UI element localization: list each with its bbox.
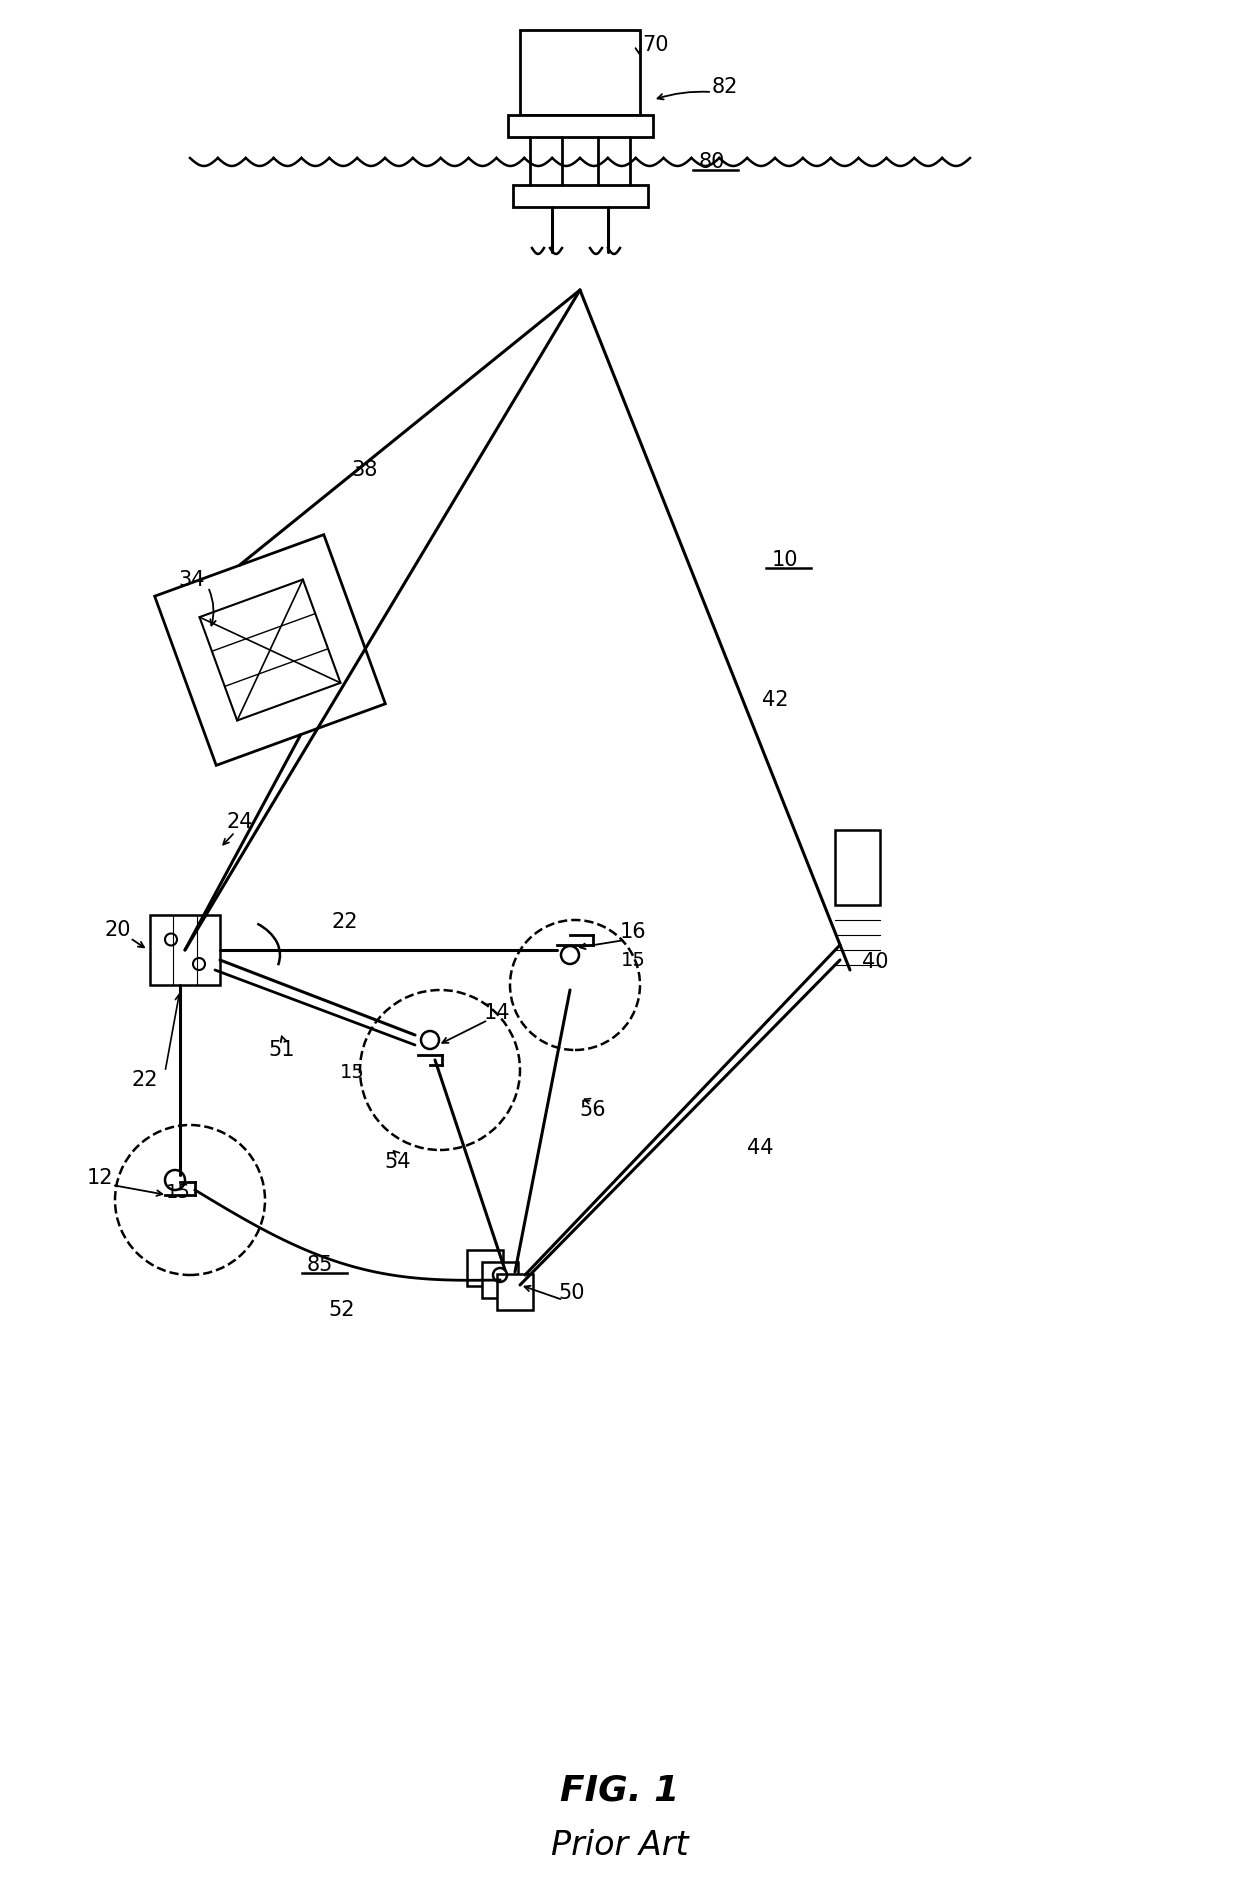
Text: Prior Art: Prior Art xyxy=(552,1829,688,1861)
Text: 85: 85 xyxy=(306,1255,334,1276)
Text: 56: 56 xyxy=(579,1101,606,1120)
Text: 15: 15 xyxy=(620,950,646,970)
Bar xyxy=(150,914,219,985)
Text: 40: 40 xyxy=(862,952,888,971)
Text: 82: 82 xyxy=(712,78,738,97)
Text: 51: 51 xyxy=(269,1040,295,1061)
Polygon shape xyxy=(155,534,386,766)
Polygon shape xyxy=(200,580,341,720)
Text: 20: 20 xyxy=(104,920,131,939)
Bar xyxy=(482,1262,518,1298)
Text: 52: 52 xyxy=(329,1300,355,1319)
Bar xyxy=(835,831,880,905)
Bar xyxy=(520,30,640,114)
Bar xyxy=(508,114,653,137)
Bar xyxy=(513,184,649,207)
Text: 16: 16 xyxy=(620,922,646,943)
Text: 10: 10 xyxy=(771,549,799,570)
Text: 44: 44 xyxy=(746,1139,774,1158)
Text: FIG. 1: FIG. 1 xyxy=(560,1774,680,1808)
Text: 12: 12 xyxy=(87,1167,113,1188)
Text: 14: 14 xyxy=(484,1004,510,1023)
Text: 15: 15 xyxy=(166,1182,191,1201)
Text: 22: 22 xyxy=(332,912,358,931)
Text: 80: 80 xyxy=(699,152,725,171)
Text: 54: 54 xyxy=(384,1152,412,1173)
Bar xyxy=(467,1251,503,1285)
Text: 34: 34 xyxy=(179,570,206,589)
Bar xyxy=(497,1274,533,1310)
Text: 50: 50 xyxy=(559,1283,585,1302)
Text: 15: 15 xyxy=(340,1063,365,1082)
Text: 70: 70 xyxy=(642,34,668,55)
Text: 24: 24 xyxy=(227,812,253,833)
Text: 42: 42 xyxy=(761,690,789,709)
Text: 38: 38 xyxy=(352,460,378,479)
Text: 22: 22 xyxy=(131,1070,159,1089)
